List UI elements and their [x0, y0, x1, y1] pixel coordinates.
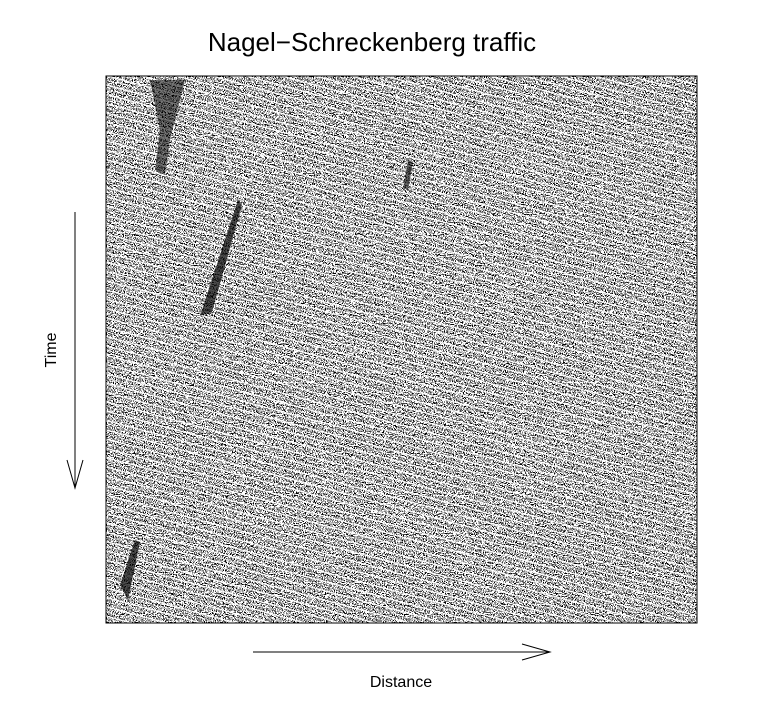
y-axis-label: Time: [43, 332, 60, 367]
jam: [120, 540, 140, 600]
jam: [150, 80, 185, 175]
jam: [200, 200, 242, 316]
distance-arrow: [253, 643, 552, 661]
title: Nagel−Schreckenberg traffic: [208, 27, 536, 57]
time-arrow: [66, 212, 84, 490]
jam: [403, 160, 413, 190]
trajectory-streaks: [106, 76, 697, 623]
x-axis-label: Distance: [370, 674, 432, 691]
space-time-image: [106, 76, 697, 623]
plot-frame: [105, 75, 698, 624]
